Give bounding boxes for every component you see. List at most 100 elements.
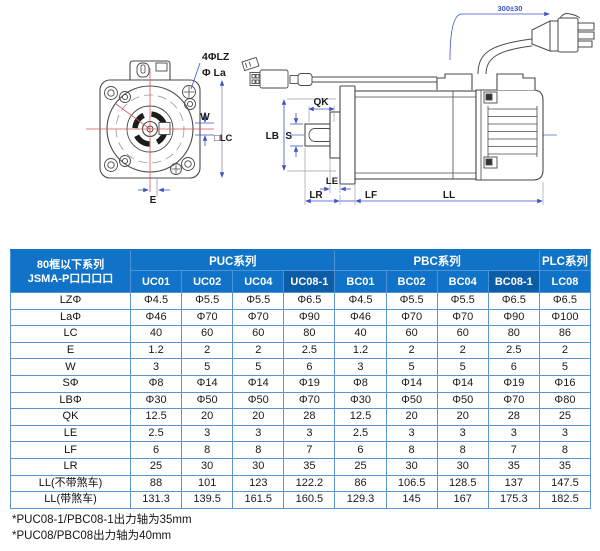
spec-cell: 182.5 bbox=[538, 491, 592, 509]
power-connector bbox=[531, 13, 595, 53]
spec-cell: 88 bbox=[129, 474, 183, 493]
spec-cell: Φ100 bbox=[538, 308, 592, 327]
dimension-diagram: 4ΦLZ Φ La W □LC E bbox=[86, 4, 595, 206]
spec-cell: 6 bbox=[283, 358, 336, 376]
spec-cell: Φ70 bbox=[487, 391, 540, 410]
spec-cell: Φ70 bbox=[436, 308, 489, 327]
label-shaft-dia: S bbox=[285, 131, 292, 142]
spec-cell: 161.5 bbox=[232, 491, 285, 509]
series-header-2: PLC系列 bbox=[538, 249, 592, 272]
spec-cell: Φ46 bbox=[129, 308, 183, 327]
spec-cell: 5 bbox=[181, 358, 234, 376]
connector-tab bbox=[129, 60, 171, 80]
spec-cell: Φ6.5 bbox=[283, 292, 336, 310]
spec-cell: 30 bbox=[385, 457, 438, 476]
spec-cell: 6 bbox=[129, 441, 183, 459]
spec-cell: 123 bbox=[232, 474, 285, 493]
pilot-boss bbox=[329, 111, 341, 159]
corner-header: 80框以下系列 JSMA-P口口口口 bbox=[10, 249, 131, 293]
spec-cell: 5 bbox=[436, 358, 489, 376]
spec-cell: 160.5 bbox=[283, 491, 336, 509]
table-row: LZΦ Φ4.5 Φ5.5 Φ5.5 Φ6.5 Φ4.5 Φ5.5 Φ5.5 Φ6.5 Φ6.5 bbox=[10, 292, 592, 310]
table-row: LC 40 60 60 80 40 60 60 80 86 bbox=[10, 325, 592, 343]
row-label: QK bbox=[10, 408, 131, 426]
spec-cell: Φ46 bbox=[334, 308, 387, 327]
table-row: E 1.2 2 2 2.5 1.2 2 2 2.5 2 bbox=[10, 341, 592, 360]
spec-cell: 86 bbox=[538, 325, 592, 343]
row-label: LF bbox=[10, 441, 131, 459]
spec-cell: 2 bbox=[538, 341, 592, 360]
spec-cell: 2.5 bbox=[487, 341, 540, 360]
spec-cell: Φ6.5 bbox=[487, 292, 540, 310]
spec-cell: 3 bbox=[436, 424, 489, 443]
spec-cell: 12.5 bbox=[129, 408, 183, 426]
spec-cell: 60 bbox=[385, 325, 438, 343]
key-section bbox=[158, 122, 171, 135]
table-row: SΦ Φ8 Φ14 Φ14 Φ19 Φ8 Φ14 Φ14 Φ19 Φ16 bbox=[10, 374, 592, 393]
spec-cell: 20 bbox=[385, 408, 438, 426]
spec-cell: Φ70 bbox=[283, 391, 336, 410]
spec-cell: 101 bbox=[181, 474, 234, 493]
spec-cell: Φ4.5 bbox=[129, 292, 183, 310]
label-boss-length: LE bbox=[326, 176, 338, 187]
spec-cell: 139.5 bbox=[181, 491, 234, 509]
spec-cell: 1.2 bbox=[129, 341, 183, 360]
spec-cell: 3 bbox=[487, 424, 540, 443]
table-row: LE 2.5 3 3 3 2.5 3 3 3 3 bbox=[10, 424, 592, 443]
spec-cell: 35 bbox=[283, 457, 336, 476]
spec-cell: 3 bbox=[181, 424, 234, 443]
spec-cell: Φ70 bbox=[385, 308, 438, 327]
centerlines bbox=[86, 68, 214, 192]
spec-cell: Φ90 bbox=[487, 308, 540, 327]
table-row: LR 25 30 30 35 25 30 30 35 35 bbox=[10, 457, 592, 476]
spec-cell: Φ70 bbox=[181, 308, 234, 327]
series-header-0: PUC系列 bbox=[129, 249, 336, 272]
spec-cell: 40 bbox=[129, 325, 183, 343]
table-row: LF 6 8 8 7 6 8 8 7 8 bbox=[10, 441, 592, 459]
row-label: LZΦ bbox=[10, 292, 131, 310]
series-header-row: 80框以下系列 JSMA-P口口口口 PUC系列 PBC系列 PLC系列 bbox=[10, 249, 592, 293]
table-body: LZΦ Φ4.5 Φ5.5 Φ5.5 Φ6.5 Φ4.5 Φ5.5 Φ5.5 Φ6.5 Φ6.5 L… bbox=[10, 292, 592, 509]
spec-cell: 25 bbox=[538, 408, 592, 426]
spec-cell: Φ80 bbox=[538, 391, 592, 410]
spec-cell: Φ14 bbox=[181, 374, 234, 393]
label-shaft-length: LR bbox=[309, 190, 323, 201]
spec-cell: 1.2 bbox=[334, 341, 387, 360]
label-flange-thickness: LF bbox=[365, 190, 377, 201]
spec-cell: 12.5 bbox=[334, 408, 387, 426]
spec-cell: 7 bbox=[283, 441, 336, 459]
spec-cell: 137 bbox=[487, 474, 540, 493]
model-header-uc01: UC01 bbox=[129, 270, 183, 293]
spec-cell: 2.5 bbox=[334, 424, 387, 443]
row-label: E bbox=[10, 341, 131, 360]
spec-cell: Φ8 bbox=[129, 374, 183, 393]
spec-cell: 40 bbox=[334, 325, 387, 343]
row-label: SΦ bbox=[10, 374, 131, 393]
spec-cell: 3 bbox=[385, 424, 438, 443]
row-label: LE bbox=[10, 424, 131, 443]
row-label: LL(不带煞车) bbox=[10, 474, 131, 493]
spec-cell: 25 bbox=[334, 457, 387, 476]
spec-cell: 3 bbox=[538, 424, 592, 443]
spec-cell: 2 bbox=[232, 341, 285, 360]
spec-cell: 30 bbox=[232, 457, 285, 476]
spec-cell: 2 bbox=[181, 341, 234, 360]
model-header-bc01: BC01 bbox=[334, 270, 387, 293]
encoder-cable bbox=[241, 56, 437, 89]
spec-cell: Φ19 bbox=[487, 374, 540, 393]
spec-cell: Φ16 bbox=[538, 374, 592, 393]
spec-cell: 20 bbox=[436, 408, 489, 426]
spec-cell: 8 bbox=[436, 441, 489, 459]
spec-cell: 7 bbox=[487, 441, 540, 459]
spec-cell: Φ5.5 bbox=[436, 292, 489, 310]
model-header-row: UC01 UC02 UC04 UC08-1 BC01 BC02 BC04 BC08-1 LC08 bbox=[11, 270, 592, 293]
spec-cell: 106.5 bbox=[385, 474, 438, 493]
model-header-bc08-1: BC08-1 bbox=[487, 270, 540, 293]
spec-cell: 28 bbox=[283, 408, 336, 426]
label-body-dia: LB bbox=[266, 131, 279, 142]
flange-plate bbox=[339, 85, 356, 185]
model-header-bc04: BC04 bbox=[436, 270, 489, 293]
model-header-lc08: LC08 bbox=[538, 270, 592, 293]
spec-cell: 2 bbox=[385, 341, 438, 360]
